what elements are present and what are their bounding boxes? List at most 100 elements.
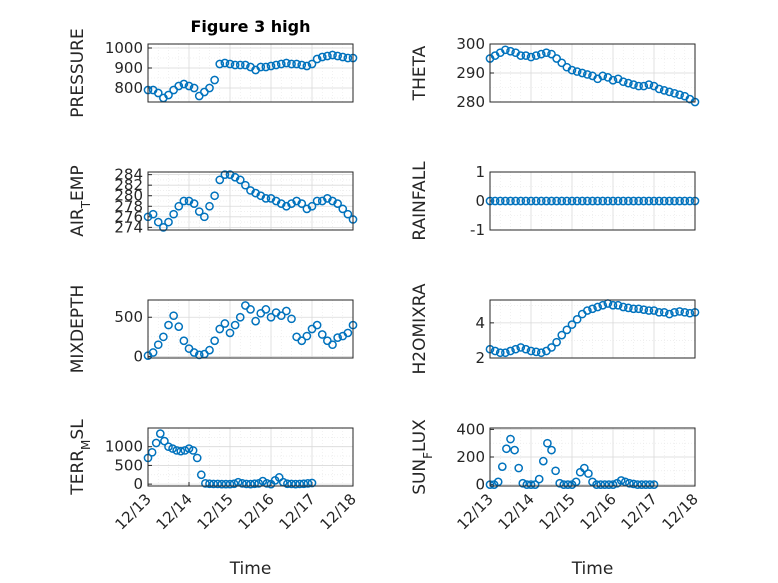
rainfall-data-point — [654, 196, 664, 206]
h2omixra-data-point — [567, 320, 577, 329]
theta-data-point — [583, 70, 592, 79]
h2omixra-data-point — [526, 346, 536, 356]
pressure-data-point — [271, 60, 281, 70]
h2omixra-data-point — [680, 307, 690, 317]
mixdepth-ylabel: MIXDEPTH — [68, 285, 88, 374]
mixdepth-data-point — [333, 333, 342, 342]
air_temp-series — [143, 170, 358, 232]
rainfall-ytick-label: -1 — [470, 221, 485, 239]
pressure-data-point — [215, 59, 225, 69]
theta-data-point — [675, 90, 684, 100]
sun_flux-data-point — [547, 445, 556, 455]
theta-data-point — [531, 51, 541, 60]
sun_flux-data-point — [620, 477, 630, 487]
rainfall-data-point — [598, 196, 608, 206]
h2omixra-data-point — [675, 307, 684, 316]
pressure-data-point — [241, 60, 250, 70]
h2omixra-ytick-label: 4 — [475, 314, 485, 332]
mixdepth-data-point — [297, 336, 307, 346]
pressure-data-point — [338, 52, 348, 62]
air_temp-ytick-label: 282 — [114, 176, 143, 194]
terr_msl-data-point — [242, 479, 251, 489]
pressure-data-point — [276, 59, 286, 69]
rainfall-data-point — [608, 196, 618, 206]
pressure-ylabel: PRESSURE — [68, 28, 88, 117]
rainfall-data-point — [577, 196, 587, 206]
air_temp-ytick-label: 274 — [114, 218, 143, 236]
theta-data-point — [665, 87, 674, 97]
figure-title: Figure 3 high — [191, 17, 311, 36]
rainfall-data-point — [511, 196, 520, 206]
terr_msl-xtick-label: 12/14 — [153, 490, 196, 533]
sun_flux-data-point — [551, 466, 560, 476]
rainfall-data-point — [624, 196, 633, 206]
rainfall-data-point — [644, 196, 654, 206]
air_temp-data-point — [148, 209, 158, 219]
mixdepth-data-point — [220, 319, 230, 328]
pressure-ytick-label: 900 — [114, 59, 143, 77]
sun_flux-data-point — [629, 479, 638, 489]
rainfall-data-point — [593, 196, 602, 206]
mixdepth-data-point — [343, 328, 353, 338]
rainfall-data-point — [506, 196, 515, 206]
h2omixra-data-point — [659, 307, 669, 317]
theta-data-point — [542, 48, 551, 58]
terr_msl-data-point — [184, 444, 194, 453]
h2omixra-data-point — [654, 307, 664, 317]
terr_msl-data-point — [217, 479, 227, 489]
mixdepth-data-point — [282, 306, 291, 316]
rainfall-data-point — [639, 196, 649, 206]
h2omixra-data-point — [521, 344, 531, 354]
terr_msl-xtick-label: 12/18 — [317, 490, 360, 533]
h2omixra-data-point — [685, 308, 695, 318]
air_temp-data-point — [153, 217, 163, 227]
rainfall-data-point — [665, 196, 674, 206]
terr_msl-ytick-label: 500 — [114, 456, 143, 474]
sun_flux-data-point — [637, 480, 647, 489]
mixdepth-series — [143, 301, 358, 360]
pressure-series — [143, 50, 358, 103]
terr_msl-data-point — [176, 446, 186, 456]
h2omixra-data-point — [624, 303, 633, 313]
mixdepth-ytick-label: 0 — [133, 347, 143, 365]
terr_msl-data-point — [295, 479, 305, 489]
rainfall-ylabel: RAINFALL — [410, 161, 430, 241]
sun_flux-data-point — [592, 480, 601, 489]
h2omixra-data-point — [516, 343, 526, 352]
rainfall-data-point — [536, 196, 546, 206]
mixdepth-data-point — [225, 328, 235, 338]
sun_flux-data-point — [633, 480, 642, 489]
pressure-data-point — [174, 81, 184, 91]
terr_msl-xtick-label: 12/15 — [194, 490, 237, 533]
terr_msl-xtick-label: 12/17 — [276, 490, 319, 533]
rainfall-ytick-label: 0 — [475, 192, 485, 210]
theta-data-point — [526, 52, 536, 62]
terr_msl-data-point — [196, 470, 206, 480]
theta-data-point — [547, 49, 556, 59]
h2omixra-data-point — [506, 346, 515, 356]
sun_flux-data-point — [506, 434, 515, 444]
terr_msl-xtick-label: 12/16 — [235, 490, 278, 533]
rainfall-ytick-label: 1 — [475, 163, 485, 181]
air_temp-ytick-label: 280 — [114, 187, 143, 205]
pressure-axes-frame — [147, 43, 354, 103]
pressure-data-point — [312, 54, 322, 64]
h2omixra-data-point — [665, 309, 674, 319]
air_temp-ylabel: AIRTEMP — [68, 165, 93, 236]
terr_msl-ytick-label: 1000 — [105, 438, 143, 456]
sun_flux-ytick-label: 0 — [475, 476, 485, 494]
pressure-data-point — [307, 59, 317, 69]
terr_msl-data-point — [188, 446, 198, 455]
pressure-data-point — [153, 88, 163, 98]
rainfall-data-point — [675, 196, 684, 206]
sun_flux-data-point — [502, 444, 511, 454]
sun_flux-ytick-label: 200 — [456, 448, 485, 466]
theta-data-point — [521, 51, 531, 60]
pressure-data-point — [184, 81, 194, 91]
h2omixra-data-point — [634, 304, 643, 314]
h2omixra-data-point — [536, 348, 546, 358]
rainfall-data-point — [583, 196, 592, 206]
theta-data-point — [557, 58, 567, 68]
sun_flux-data-point — [518, 478, 528, 488]
